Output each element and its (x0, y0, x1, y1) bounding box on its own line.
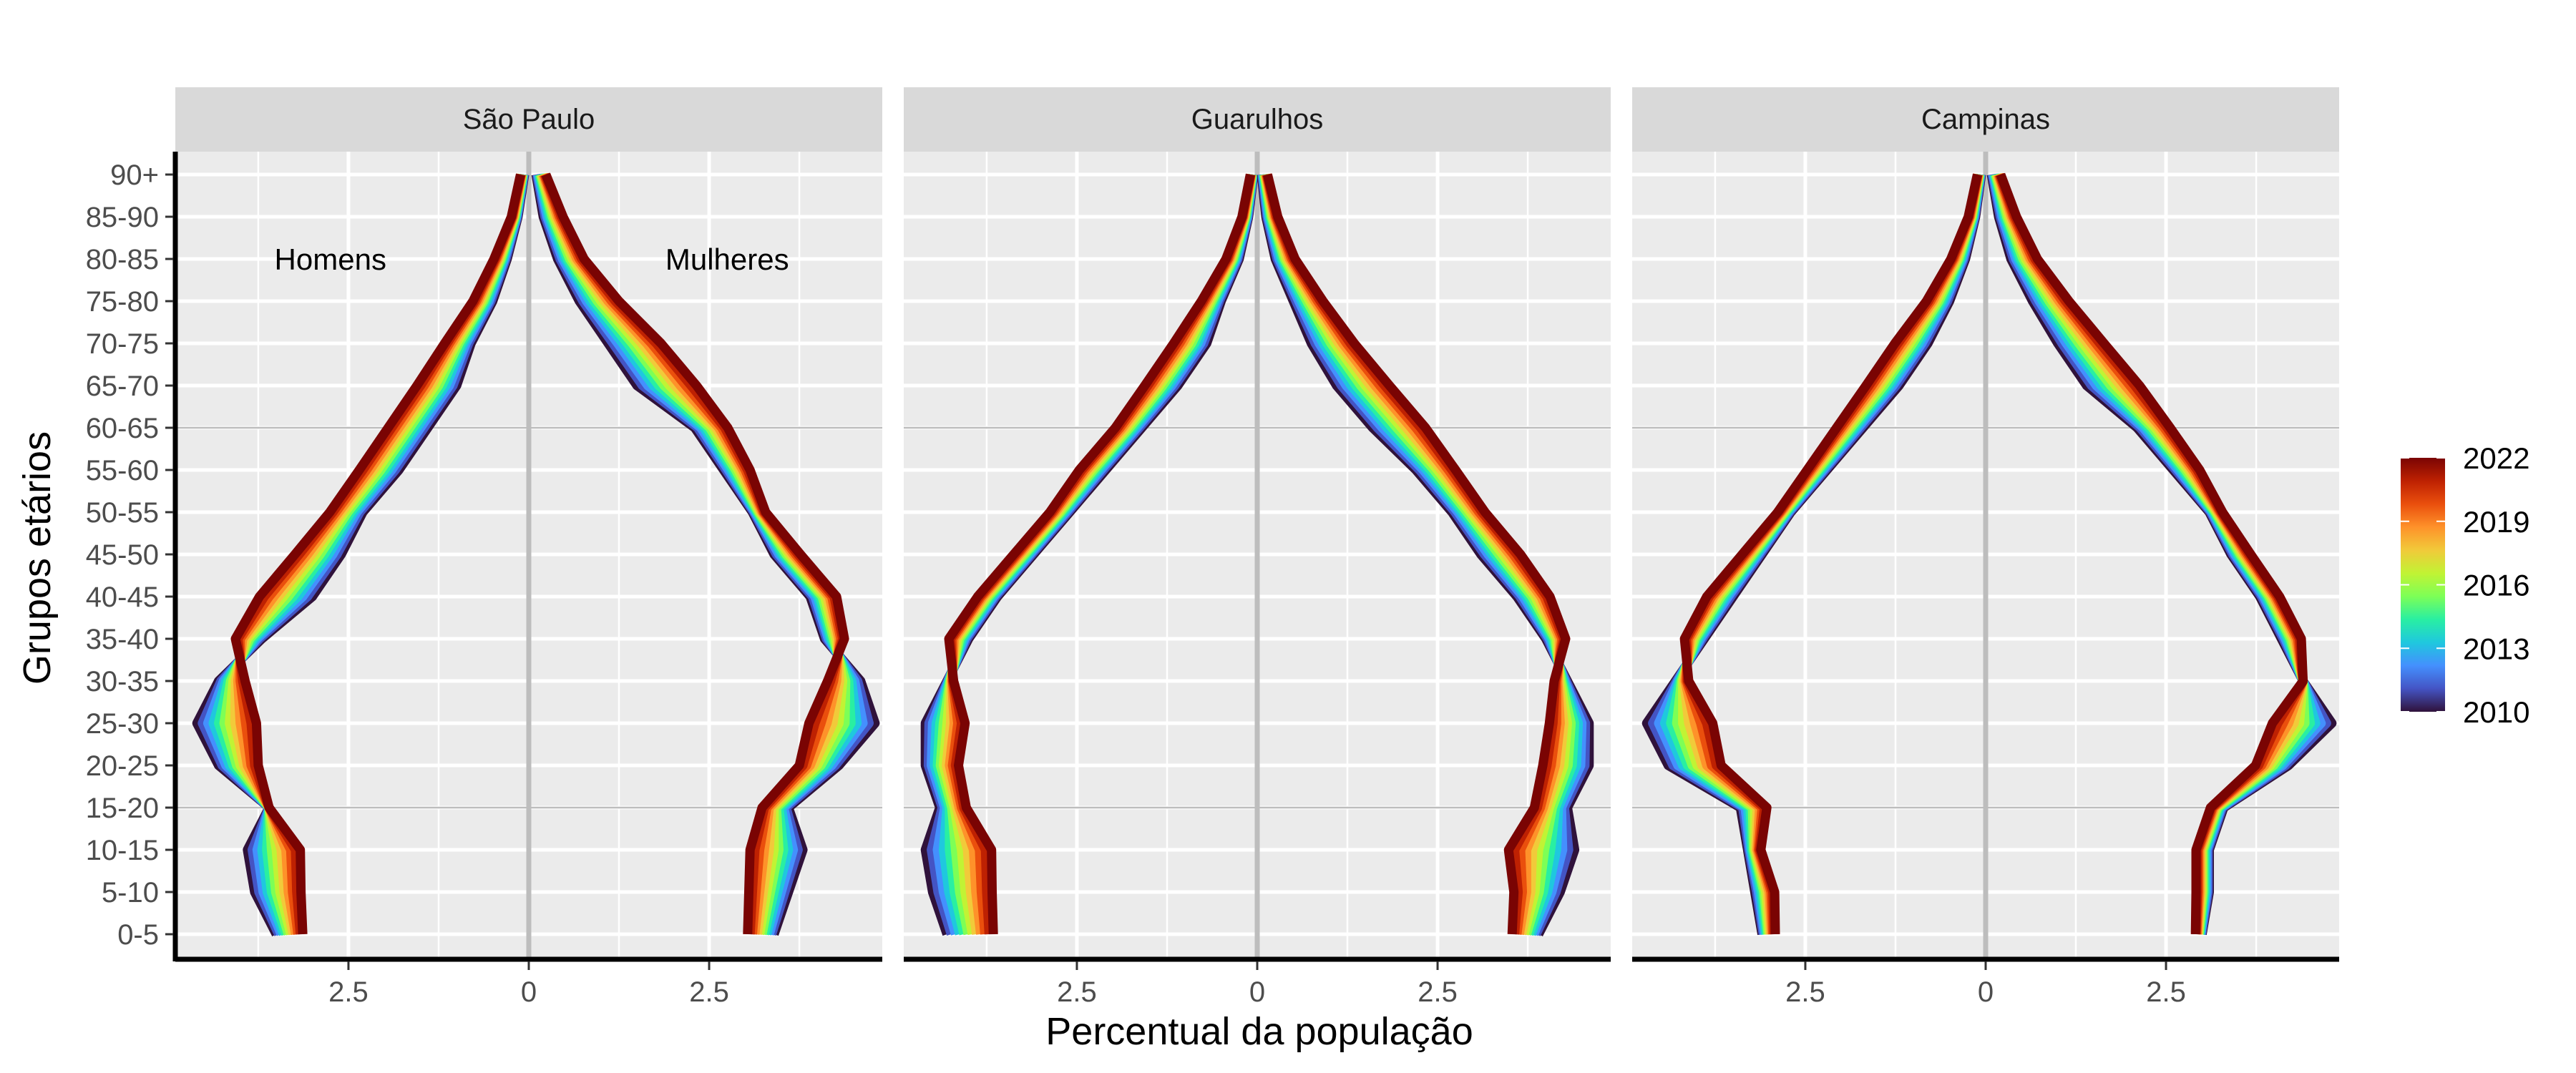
x-tick-label: 0 (1249, 976, 1265, 1008)
y-tick-label: 60-65 (86, 413, 159, 444)
panel-0: São Paulo 2.5 0 2.5 (175, 87, 882, 1008)
y-tick-label: 15-20 (86, 793, 159, 824)
series-men-2021 (230, 173, 525, 935)
y-tick-label: 5-10 (102, 877, 159, 908)
x-tick-label: 2.5 (328, 976, 369, 1008)
annotation-mulheres: Mulheres (665, 242, 789, 276)
x-tick-label: 2.5 (1785, 976, 1825, 1008)
y-tick-label: 70-75 (86, 328, 159, 360)
x-tick-label: 0 (521, 976, 537, 1008)
y-tick-label: 50-55 (86, 497, 159, 529)
y-axis-title: Grupos etários (16, 431, 59, 685)
panel-title: São Paulo (463, 104, 595, 135)
panel-strip (175, 87, 882, 152)
series-women-2021 (1996, 172, 2308, 935)
y-tick-label: 10-15 (86, 835, 159, 866)
y-tick-label: 35-40 (86, 624, 159, 655)
y-tick-label: 0-5 (117, 919, 159, 951)
x-tick-label: 2.5 (1418, 976, 1458, 1008)
x-tick-label: 2.5 (2146, 976, 2186, 1008)
panel-2: Campinas 2.5 0 2.5 (1632, 87, 2339, 1008)
y-tick-label: 80-85 (86, 244, 159, 275)
panel-title: Guarulhos (1191, 104, 1324, 135)
color-legend: 2022 2019 2016 2013 2010 (2401, 441, 2529, 729)
y-tick-label: 30-35 (86, 666, 159, 697)
y-tick-label: 20-25 (86, 750, 159, 782)
y-tick-label: 25-30 (86, 708, 159, 740)
y-tick-label: 55-60 (86, 455, 159, 486)
series-men-2021 (1679, 173, 1982, 935)
y-tick-label: 75-80 (86, 286, 159, 318)
y-tick-label: 45-50 (86, 539, 159, 571)
legend-label: 2019 (2463, 505, 2529, 539)
panel-1: Guarulhos 2.5 0 2.5 (904, 87, 1611, 1008)
legend-label: 2022 (2463, 441, 2529, 475)
y-tick-label: 85-90 (86, 202, 159, 233)
annotation-homens: Homens (275, 242, 386, 276)
y-axis: 0-5 5-10 10-15 15-20 20-25 25-30 30-35 35-40 40-… (86, 152, 178, 961)
panel-strip (904, 87, 1611, 152)
legend-label: 2013 (2463, 632, 2529, 665)
y-tick-label: 90+ (110, 160, 159, 191)
series-men-2021 (944, 173, 1255, 935)
legend-label: 2010 (2463, 695, 2529, 729)
panel-title: Campinas (1921, 104, 2050, 135)
x-tick-label: 2.5 (1057, 976, 1097, 1008)
series-women-2021 (1263, 173, 1571, 935)
x-tick-label: 2.5 (689, 976, 729, 1008)
panel-strip (1632, 87, 2339, 152)
y-tick-label: 40-45 (86, 582, 159, 613)
x-tick-label: 0 (1978, 976, 1994, 1008)
series-women-2021 (541, 172, 849, 935)
y-tick-label: 65-70 (86, 371, 159, 402)
x-axis-title: Percentual da população (1045, 1010, 1473, 1053)
legend-label: 2016 (2463, 569, 2529, 602)
